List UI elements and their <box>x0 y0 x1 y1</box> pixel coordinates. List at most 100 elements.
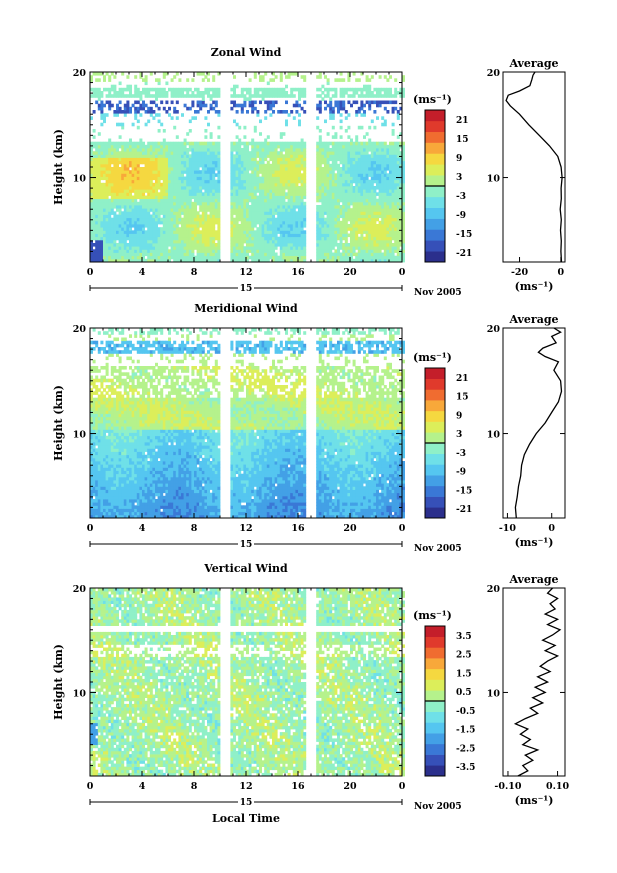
heatmap-cell <box>126 246 129 250</box>
heatmap-cell <box>389 246 392 250</box>
heatmap-cell <box>150 101 153 105</box>
heatmap-cell <box>269 94 272 98</box>
heatmap-cell <box>243 183 246 187</box>
heatmap-cell <box>267 196 270 200</box>
heatmap-cell <box>329 154 332 158</box>
heatmap-cell <box>394 189 397 193</box>
heatmap-cell <box>111 249 114 253</box>
heatmap-cell <box>350 240 353 244</box>
heatmap-cell <box>160 256 163 260</box>
heatmap-cell <box>280 253 283 257</box>
heatmap-cell <box>275 186 278 190</box>
heatmap-cell <box>347 173 350 177</box>
heatmap-cell <box>207 170 210 174</box>
heatmap-cell <box>93 192 96 196</box>
heatmap-cell <box>202 202 205 206</box>
heatmap-cell <box>319 110 322 114</box>
heatmap-cell <box>111 177 114 181</box>
heatmap-cell <box>236 192 239 196</box>
heatmap-cell <box>392 132 395 136</box>
heatmap-cell <box>249 104 252 108</box>
heatmap-cell <box>376 167 379 171</box>
heatmap-cell <box>384 218 387 222</box>
heatmap-cell <box>145 208 148 212</box>
heatmap-cell <box>368 104 371 108</box>
heatmap-cell <box>241 91 244 95</box>
heatmap-cell <box>353 158 356 162</box>
heatmap-cell <box>355 215 358 219</box>
heatmap-cell <box>160 91 163 95</box>
heatmap-cell <box>264 154 267 158</box>
heatmap-cell <box>215 148 218 152</box>
heatmap-cell <box>98 107 101 111</box>
heatmap-cell <box>158 183 161 187</box>
heatmap-cell <box>233 253 236 257</box>
heatmap-cell <box>158 173 161 177</box>
heatmap-cell <box>316 186 319 190</box>
heatmap-cell <box>155 256 158 260</box>
heatmap-cell <box>95 253 98 257</box>
heatmap-cell <box>360 253 363 257</box>
heatmap-cell <box>340 173 343 177</box>
heatmap-cell <box>111 148 114 152</box>
heatmap-cell <box>155 151 158 155</box>
heatmap-cell <box>217 208 220 212</box>
heatmap-cell <box>298 205 301 209</box>
heatmap-cell <box>379 237 382 241</box>
heatmap-cell <box>249 227 252 231</box>
heatmap-cell <box>303 192 306 196</box>
heatmap-cell <box>316 246 319 250</box>
heatmap-cell <box>342 88 345 92</box>
heatmap-cell <box>373 88 376 92</box>
heatmap-cell <box>319 189 322 193</box>
heatmap-cell <box>264 227 267 231</box>
heatmap-cell <box>236 145 239 149</box>
heatmap-cell <box>251 167 254 171</box>
heatmap-cell <box>103 224 106 228</box>
heatmap-cell <box>259 177 262 181</box>
heatmap-cell <box>241 158 244 162</box>
heatmap-cell <box>277 196 280 200</box>
heatmap-cell <box>254 202 257 206</box>
heatmap-cell <box>293 88 296 92</box>
heatmap-cell <box>241 173 244 177</box>
heatmap-cell <box>178 151 181 155</box>
heatmap-cell <box>290 246 293 250</box>
heatmap-cell <box>178 183 181 187</box>
heatmap-cell <box>241 215 244 219</box>
heatmap-cell <box>329 148 332 152</box>
heatmap-cell <box>181 230 184 234</box>
heatmap-cell <box>106 253 109 257</box>
heatmap-cell <box>129 110 132 114</box>
heatmap-cell <box>327 218 330 222</box>
heatmap-cell <box>129 208 132 212</box>
heatmap-cell <box>334 199 337 203</box>
heatmap-cell <box>145 240 148 244</box>
heatmap-cell <box>329 142 332 146</box>
heatmap-cell <box>103 186 106 190</box>
heatmap-cell <box>386 78 389 82</box>
heatmap-cell <box>251 151 254 155</box>
heatmap-cell <box>373 234 376 238</box>
heatmap-cell <box>350 199 353 203</box>
heatmap-cell <box>233 218 236 222</box>
heatmap-cell <box>212 230 215 234</box>
heatmap-cell <box>243 101 246 105</box>
heatmap-cell <box>147 154 150 158</box>
heatmap-cell <box>210 208 213 212</box>
heatmap-cell <box>337 215 340 219</box>
heatmap-cell <box>176 253 179 257</box>
heatmap-cell <box>254 189 257 193</box>
heatmap-cell <box>165 161 168 165</box>
heatmap-cell <box>168 230 171 234</box>
heatmap-cell <box>238 240 241 244</box>
heatmap-cell <box>246 88 249 92</box>
heatmap-cell <box>137 230 140 234</box>
heatmap-cell <box>254 246 257 250</box>
heatmap-cell <box>93 218 96 222</box>
heatmap-cell <box>256 189 259 193</box>
heatmap-cell <box>275 148 278 152</box>
heatmap-cell <box>360 240 363 244</box>
heatmap-cell <box>345 237 348 241</box>
heatmap-cell <box>173 142 176 146</box>
